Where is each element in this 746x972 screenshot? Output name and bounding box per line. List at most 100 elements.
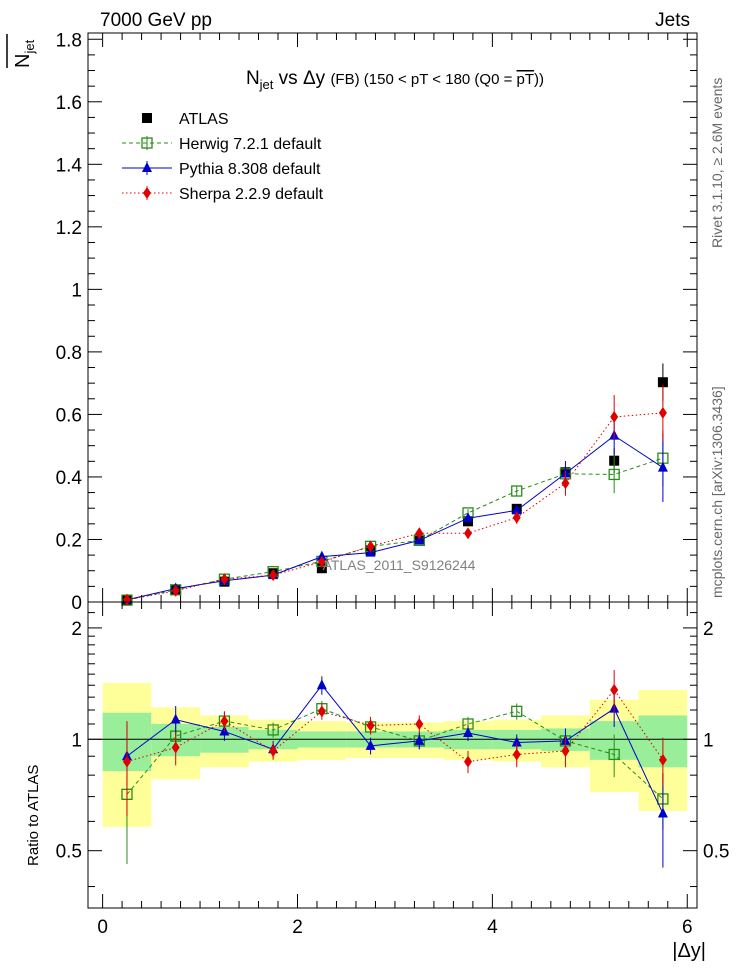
y-tick-label: 0.4: [56, 468, 83, 489]
ratio-point: [220, 715, 229, 728]
series-line: [126, 457, 664, 601]
data-point: [366, 540, 375, 553]
legend-marker: [143, 187, 151, 199]
header-right: Jets: [655, 10, 690, 31]
ratio-tick-label-right: 2: [703, 619, 714, 640]
ratio-point: [267, 724, 279, 736]
legend-label: Sherpa 2.2.9 default: [179, 186, 324, 203]
x-tick-label: 0: [97, 917, 108, 938]
legend-label: ATLAS: [179, 111, 229, 128]
title-pt: pT: [517, 71, 535, 88]
x-tick-label: 6: [682, 917, 693, 938]
svg-text:Njet: Njet: [12, 39, 37, 68]
mcplots-label: mcplots.cern.ch [arXiv:1306.3436]: [709, 386, 725, 598]
ratio-point: [414, 734, 425, 745]
main-panel: 0 0.2 0.4 0.6 0.8 1 1.2 1.4 1.6 1.8: [56, 30, 698, 614]
ratio-line: [126, 684, 664, 814]
ratio-point: [317, 705, 326, 718]
ratio-point: [561, 744, 570, 757]
data-point: [657, 377, 668, 388]
legend-marker: [141, 137, 153, 149]
y-tick-label: 1.4: [56, 155, 83, 176]
y-tick-label: 1.2: [56, 218, 82, 239]
main-ylabel-sub: jet: [22, 39, 37, 54]
legend-marker: [142, 113, 152, 123]
chart-title: Njet vs Δy (FB) (150 < pT < 180 (Q0 = pT…: [246, 68, 544, 92]
data-point: [511, 485, 523, 497]
ratio-series-3: [122, 669, 667, 817]
data-point: [512, 511, 521, 524]
title-close: )): [534, 71, 544, 88]
data-point: [658, 406, 667, 419]
data-point: [561, 477, 570, 490]
ratio-point: [122, 755, 131, 768]
ratio-tick-label: 1: [71, 730, 82, 751]
series-line: [126, 435, 664, 601]
data-point: [464, 527, 473, 540]
x-tick-label: 4: [487, 917, 498, 938]
ratio-point: [511, 705, 523, 717]
legend-item: Sherpa 2.2.9 default: [122, 186, 324, 203]
ratio-frame: [87, 601, 698, 909]
header-left: 7000 GeV pp: [100, 10, 212, 31]
y-tick-label: 1.8: [56, 30, 82, 51]
y-tick-label: 0.6: [56, 405, 82, 426]
analysis-label: ATLAS_2011_S9126244: [323, 557, 476, 573]
data-point: [415, 527, 424, 540]
ratio-point: [464, 755, 473, 768]
ratio-point: [170, 713, 181, 724]
data-point: [610, 410, 619, 423]
series-2: [121, 416, 668, 604]
title-n: N: [246, 68, 260, 89]
title-range: (150 < pT < 180 (Q0 =: [360, 71, 517, 88]
ratio-point: [608, 748, 620, 761]
y-tick-label: 0.8: [56, 343, 82, 364]
ratio-point: [512, 748, 521, 761]
series-1: [121, 430, 669, 606]
data-point: [316, 563, 327, 574]
ratio-point: [658, 753, 667, 766]
ratio-panel: 0.5 0.5 1 1 2 2 0 2 4 6: [56, 601, 729, 938]
legend-label: Pythia 8.308 default: [179, 161, 321, 178]
ratio-point: [366, 719, 375, 732]
ratio-point: [316, 679, 327, 690]
ratio-point: [511, 736, 522, 747]
ratio-line: [126, 708, 664, 800]
data-point: [220, 573, 229, 586]
data-point: [122, 593, 131, 606]
legend-label: Herwig 7.2.1 default: [179, 136, 322, 153]
data-point: [608, 468, 620, 481]
title-n-sub: jet: [259, 77, 274, 92]
legend-item: ATLAS: [142, 111, 229, 128]
x-axis-label: |Δy|: [672, 940, 706, 962]
ratio-tick-label-right: 0.5: [703, 842, 729, 863]
ratio-tick-label-right: 1: [703, 730, 714, 751]
y-tick-label: 0.2: [56, 530, 82, 551]
data-point: [269, 569, 278, 582]
data-point: [171, 584, 180, 597]
data-point: [463, 512, 474, 523]
x-tick-label: 2: [292, 917, 303, 938]
ratio-tick-label: 0.5: [56, 842, 82, 863]
y-tick-label: 1.6: [56, 93, 82, 114]
main-ylabel-n: N: [12, 54, 34, 68]
ratio-point: [415, 717, 424, 730]
ratio-point: [463, 726, 474, 737]
legend-item: Pythia 8.308 default: [122, 161, 321, 178]
data-point: [316, 550, 327, 561]
ratio-point: [171, 741, 180, 754]
ratio-tick-label: 2: [71, 619, 82, 640]
legend-item: Herwig 7.2.1 default: [122, 136, 322, 153]
data-point: [511, 504, 522, 515]
legend: ATLAS Herwig 7.2.1 default Pythia 8.308 de…: [122, 111, 324, 203]
ratio-line: [126, 689, 664, 763]
ratio-series-2: [121, 676, 668, 868]
title-mid: vs Δy: [273, 68, 330, 89]
data-point: [414, 534, 425, 545]
title-fb: (FB): [330, 71, 359, 88]
rivet-label: Rivet 3.1.10, ≥ 2.6M events: [709, 78, 725, 248]
data-point: [317, 555, 326, 568]
ratio-ylabel: Ratio to ATLAS: [25, 765, 42, 866]
y-tick-label: 1: [71, 280, 82, 301]
